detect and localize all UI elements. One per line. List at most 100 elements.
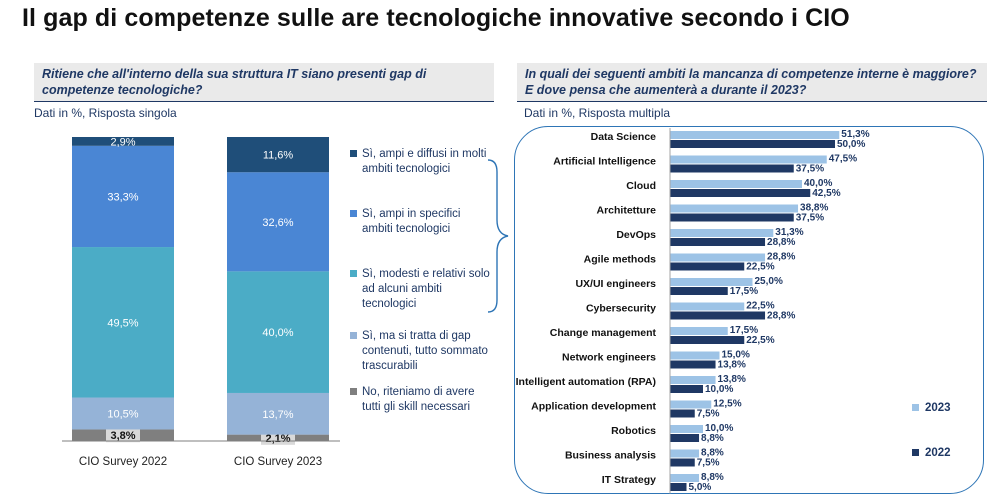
hbar-2023 <box>670 204 799 213</box>
legend-2022-label: 2022 <box>925 447 951 459</box>
hbar-value-2023: 31,3% <box>775 227 803 238</box>
hbar-2023 <box>670 474 700 482</box>
hbar-value-2023: 10,0% <box>705 423 733 434</box>
hbar-value-2022: 50,0% <box>837 139 865 150</box>
hbar-value-2022: 13,8% <box>718 360 746 371</box>
hbar-value-2023: 15,0% <box>722 350 750 361</box>
hbar-2022 <box>670 385 703 393</box>
hbar-2022 <box>670 140 835 148</box>
stack-segment-1-1 <box>227 392 329 435</box>
hbar-2022 <box>670 458 695 467</box>
hbar-category-label: IT Strategy <box>602 474 656 486</box>
hbar-value-2023: 12,5% <box>713 399 741 410</box>
hbar-category-label: Network engineers <box>562 352 656 364</box>
stack-segment-0-3 <box>72 145 174 248</box>
stack-segment-1-3 <box>227 172 329 272</box>
hbar-value-2023: 17,5% <box>730 325 758 336</box>
legend-swatch <box>350 150 357 157</box>
stack-label: 2,9% <box>110 136 135 148</box>
hbar-category-label: Cybersecurity <box>586 303 656 315</box>
hbar-category-label: Artificial Intelligence <box>553 156 656 168</box>
curly-brace <box>487 159 509 313</box>
legend-label: Sì, ampi in specifici ambiti tecnologici <box>362 208 461 235</box>
hbar-value-2022: 17,5% <box>730 286 758 297</box>
hbar-category-label: Data Science <box>591 131 657 143</box>
hbar-category-label: Application development <box>531 401 656 413</box>
legend-2023: 2023 <box>912 402 951 414</box>
stack-label: 49,5% <box>107 317 138 329</box>
hbar-value-2023: 22,5% <box>746 301 774 312</box>
hbar-2022 <box>670 483 687 491</box>
hbar-2023 <box>670 351 720 360</box>
hbar-2023 <box>670 131 840 139</box>
small-label-bg <box>106 427 140 443</box>
legend-label: No, riteniamo di avere tutti gli skill n… <box>362 386 475 413</box>
hbar-2023 <box>670 278 753 286</box>
legend-2022: 2022 <box>912 447 951 459</box>
hbar-value-2022: 5,0% <box>689 482 712 493</box>
hbar-2023 <box>670 253 766 262</box>
hbar-value-2022: 7,5% <box>697 409 720 420</box>
hbar-value-2022: 22,5% <box>746 262 774 273</box>
hbar-2023 <box>670 400 712 409</box>
hbar-value-2023: 51,3% <box>841 129 869 140</box>
hbar-2022 <box>670 262 745 271</box>
hbar-value-2022: 37,5% <box>796 213 824 224</box>
hbar-value-2022: 28,8% <box>767 237 795 248</box>
hbar-category-label: Change management <box>550 327 657 339</box>
hbar-2022 <box>670 336 745 344</box>
hbar-2023 <box>670 155 827 164</box>
hbar-2023 <box>670 327 728 335</box>
hbar-2022 <box>670 434 700 442</box>
hbar-value-2023: 25,0% <box>755 276 783 287</box>
page-title: Il gap di competenze sulle are tecnologi… <box>22 4 850 32</box>
right-data-note: Dati in %, Risposta multipla <box>524 106 671 120</box>
category-label: CIO Survey 2023 <box>234 456 322 468</box>
hbar-value-2022: 7,5% <box>697 458 720 469</box>
hbar-value-2023: 28,8% <box>767 252 795 263</box>
legend-swatch <box>350 270 357 277</box>
hbar-value-2023: 47,5% <box>829 154 857 165</box>
hbar-2022 <box>670 213 794 222</box>
hbar-2023 <box>670 229 774 237</box>
legend-2023-label: 2023 <box>925 402 951 414</box>
hbar-value-2022: 37,5% <box>796 164 824 175</box>
hbar-value-2022: 22,5% <box>746 335 774 346</box>
hbar-2022 <box>670 189 811 197</box>
legend-label: Sì, ampi e diffusi in molti ambiti tecno… <box>362 148 487 175</box>
hbar-2023 <box>670 449 700 458</box>
stack-label: 32,6% <box>262 217 293 229</box>
stack-label: 13,7% <box>262 409 293 421</box>
left-data-note: Dati in %, Risposta singola <box>34 106 177 120</box>
hbar-value-2022: 10,0% <box>705 384 733 395</box>
hbar-2022 <box>670 360 716 369</box>
legend-2023-swatch <box>912 404 919 412</box>
stack-label: 10,5% <box>107 408 138 420</box>
left-question: Ritiene che all'interno della sua strutt… <box>34 63 494 102</box>
hbar-category-label: UX/UI engineers <box>575 278 656 290</box>
stack-label: 2,1% <box>265 433 290 445</box>
hbar-category-label: Intelligent automation (RPA) <box>516 376 656 388</box>
hbar-2023 <box>670 425 703 433</box>
stack-segment-0-1 <box>72 397 174 430</box>
hbar-value-2023: 40,0% <box>804 178 832 189</box>
legend-swatch <box>350 388 357 395</box>
stack-label: 3,8% <box>110 430 135 442</box>
stack-segment-0-2 <box>72 247 174 398</box>
legend-label: Sì, modesti e relativi solo ad alcuni am… <box>362 268 490 310</box>
hbar-2022 <box>670 409 695 418</box>
stack-segment-1-4 <box>227 137 329 173</box>
hbar-value-2023: 8,8% <box>701 448 724 459</box>
hbar-2023 <box>670 376 716 384</box>
hbar-2022 <box>670 164 794 173</box>
hbar-2023 <box>670 302 745 311</box>
stack-label: 33,3% <box>107 191 138 203</box>
hbar-value-2023: 8,8% <box>701 472 724 483</box>
legend-label: Sì, ma si tratta di gap contenuti, tutto… <box>362 330 488 372</box>
category-label: CIO Survey 2022 <box>79 456 167 468</box>
hbar-value-2022: 8,8% <box>701 433 724 444</box>
stack-label: 11,6% <box>263 150 294 162</box>
right-question: In quali dei seguenti ambiti la mancanza… <box>517 63 987 102</box>
legend-2022-swatch <box>912 449 919 457</box>
